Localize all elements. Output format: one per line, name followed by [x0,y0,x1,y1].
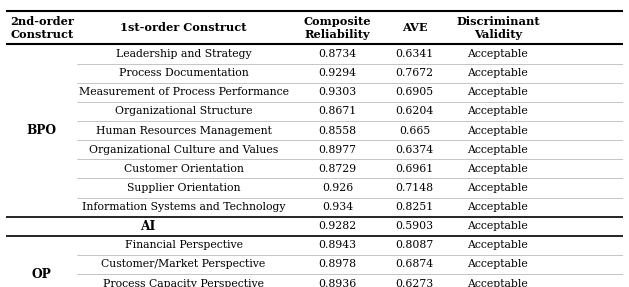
Text: Process Capacity Perspective: Process Capacity Perspective [103,279,264,287]
Text: 0.926: 0.926 [322,183,353,193]
Text: Acceptable: Acceptable [467,183,528,193]
Text: Acceptable: Acceptable [467,259,528,269]
Text: Customer/Market Perspective: Customer/Market Perspective [101,259,265,269]
Text: 0.9282: 0.9282 [318,221,357,231]
Text: Acceptable: Acceptable [467,279,528,287]
Text: OP: OP [32,267,52,280]
Text: Supplier Orientation: Supplier Orientation [127,183,240,193]
Text: 0.8251: 0.8251 [396,202,434,212]
Text: 0.6374: 0.6374 [396,145,434,155]
Text: 0.6341: 0.6341 [396,49,434,59]
Text: AI: AI [140,220,156,233]
Text: 0.7148: 0.7148 [396,183,434,193]
Text: Organizational Structure: Organizational Structure [114,106,252,117]
Text: Composite
Reliability: Composite Reliability [304,16,371,40]
Text: Acceptable: Acceptable [467,87,528,97]
Text: 0.8943: 0.8943 [318,240,357,250]
Text: 0.8734: 0.8734 [318,49,357,59]
Text: Acceptable: Acceptable [467,240,528,250]
Text: AVE: AVE [402,22,428,33]
Text: 0.6905: 0.6905 [396,87,434,97]
Text: Customer Orientation: Customer Orientation [123,164,243,174]
Text: Acceptable: Acceptable [467,68,528,78]
Text: 0.8087: 0.8087 [396,240,434,250]
Text: Process Documentation: Process Documentation [119,68,248,78]
Text: 0.9294: 0.9294 [319,68,357,78]
Text: Acceptable: Acceptable [467,49,528,59]
Text: 0.934: 0.934 [322,202,353,212]
Text: Acceptable: Acceptable [467,125,528,135]
Text: Acceptable: Acceptable [467,164,528,174]
Text: 0.6874: 0.6874 [396,259,434,269]
Text: Human Resources Management: Human Resources Management [96,125,272,135]
Text: 0.6273: 0.6273 [396,279,434,287]
Text: Acceptable: Acceptable [467,202,528,212]
Text: Discriminant
Validity: Discriminant Validity [456,16,540,40]
Text: 0.8936: 0.8936 [318,279,357,287]
Text: 0.665: 0.665 [399,125,430,135]
Text: Organizational Culture and Values: Organizational Culture and Values [89,145,278,155]
Text: BPO: BPO [27,124,57,137]
Text: 0.6961: 0.6961 [396,164,434,174]
Text: Acceptable: Acceptable [467,145,528,155]
Text: 0.7672: 0.7672 [396,68,434,78]
Text: 0.8978: 0.8978 [318,259,357,269]
Text: 0.8671: 0.8671 [318,106,357,117]
Text: 0.9303: 0.9303 [318,87,357,97]
Text: Acceptable: Acceptable [467,106,528,117]
Text: 0.8729: 0.8729 [318,164,357,174]
Text: Measurement of Process Performance: Measurement of Process Performance [79,87,289,97]
Text: Information Systems and Technology: Information Systems and Technology [82,202,286,212]
Text: Leadership and Strategy: Leadership and Strategy [116,49,252,59]
Text: 0.6204: 0.6204 [396,106,434,117]
Text: 2nd-order
Construct: 2nd-order Construct [10,16,74,40]
Text: 0.8558: 0.8558 [318,125,357,135]
Text: Financial Perspective: Financial Perspective [125,240,243,250]
Text: 0.8977: 0.8977 [319,145,357,155]
Text: Acceptable: Acceptable [467,221,528,231]
Text: 0.5903: 0.5903 [396,221,434,231]
Text: 1st-order Construct: 1st-order Construct [120,22,247,33]
